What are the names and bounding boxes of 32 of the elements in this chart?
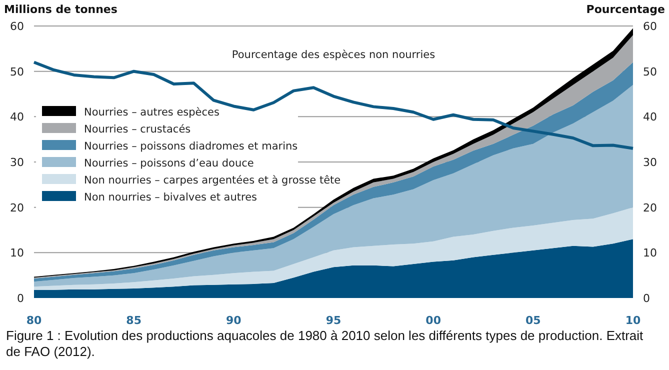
legend-label: Non nourries – bivalves et autres: [84, 192, 257, 204]
legend-label: Nourries – crustacés: [84, 124, 191, 136]
caption: Figure 1 : Evolution des productions aquacoles de 1980 à 2010 selon les différents types de production. Extrait de FAO (2012).: [6, 328, 644, 359]
x-tick-label: 00: [426, 314, 442, 327]
x-tick-label: 10: [625, 314, 641, 327]
y-tick-label: 40: [10, 110, 24, 124]
y-tick-label: 60: [10, 20, 24, 33]
y2-tick-label: 60: [643, 20, 657, 33]
x-tick-label: 95: [326, 314, 342, 327]
legend-label: Non nourries – carpes argentées et à grosse tête: [84, 174, 341, 186]
y-tick-label: 50: [10, 65, 24, 78]
x-tick-label: 05: [526, 314, 541, 327]
legend-label: Nourries – poissons d’eau douce: [84, 158, 254, 170]
y-tick-label: 20: [10, 201, 24, 214]
x-tick-label: 85: [126, 314, 142, 327]
x-tick-label: 80: [26, 314, 42, 327]
y2-tick-label: 50: [643, 65, 657, 78]
y2-tick-label: 40: [643, 110, 657, 124]
y2-tick-label: 10: [643, 246, 657, 260]
legend-label: Nourries – poissons diadromes et marins: [84, 140, 298, 152]
line-series: [32, 60, 634, 150]
y-tick-label: 0: [17, 292, 24, 305]
y-axis-title: Millions de tonnes: [4, 3, 118, 16]
y-tick-label: 10: [10, 246, 24, 260]
y2-tick-label: 30: [643, 156, 657, 169]
legend-label: Nourries – autres espèces: [84, 106, 220, 118]
y-tick-label: 30: [10, 156, 24, 169]
y2-tick-label: 20: [643, 201, 657, 214]
x-tick-label: 90: [226, 314, 242, 327]
y2-tick-label: 0: [643, 292, 650, 305]
y2-axis-title: Pourcentage: [586, 3, 665, 16]
annotation: Pourcentage des espèces non nourries: [232, 49, 436, 61]
